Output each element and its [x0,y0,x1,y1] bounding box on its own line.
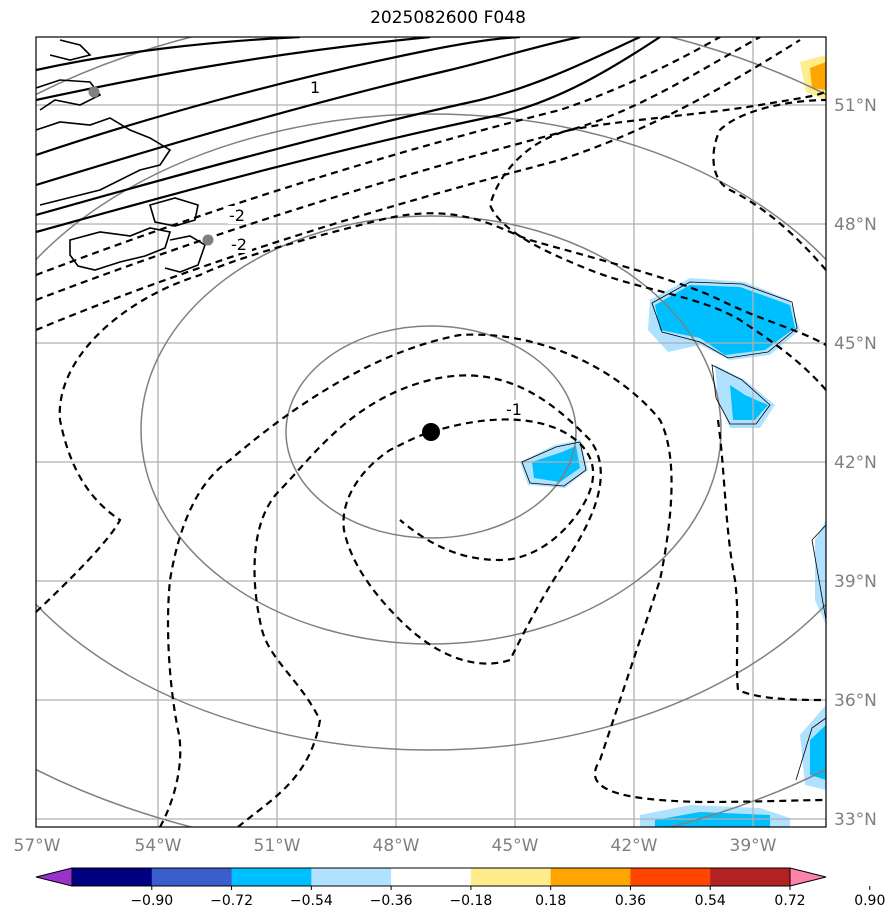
solid-contours [36,37,661,234]
colorbar-tick-label: −0.36 [370,893,413,909]
longitude-labels: 57°W 54°W 51°W 48°W 45°W 42°W 39°W [14,836,777,856]
contour-label: -1 [506,400,522,419]
contour-label: -2 [231,235,247,254]
lon-label: 48°W [373,836,420,856]
colorbar-tick-label: −0.54 [290,893,333,909]
colorbar-cell [72,868,153,886]
colorbar-cell [391,868,472,886]
lat-label: 36°N [834,691,877,711]
contour-label: -2 [229,206,245,225]
lat-label: 45°N [834,334,877,354]
contour-label-group: 1 -2 -2 -1 [228,78,527,419]
lat-label: 42°N [834,453,877,473]
colorbar-cell [311,868,392,886]
storm-center-marker [422,423,440,441]
colorbar-tick-label: 0.90 [854,893,885,909]
colorbar-cell [470,868,552,886]
contour-label: 1 [310,78,320,97]
lat-label: 51°N [834,96,877,116]
lat-label: 39°N [834,572,877,592]
map-title: 2025082600 F048 [370,8,526,28]
lon-label: 51°W [254,836,301,856]
colorbar: −0.90 −0.72 −0.54 −0.36 −0.18 0.18 0.36 0.54 0.7… [35,867,885,909]
colorbar-tick-label: 0.36 [615,893,646,909]
coastline [36,39,206,273]
lon-label: 39°W [730,836,777,856]
station-marker [202,234,214,246]
latitude-labels: 51°N 48°N 45°N 42°N 39°N 36°N 33°N [834,96,877,830]
colorbar-frame [71,867,791,887]
colorbar-tick-label: 0.18 [535,893,566,909]
dashed-contours [36,37,826,827]
station-marker [88,86,100,98]
colorbar-cell [231,868,312,886]
colorbar-extend-low [36,868,72,886]
lat-label: 33°N [834,810,877,830]
lat-label: 48°N [834,215,877,235]
colorbar-tick-label: −0.18 [449,893,492,909]
colorbar-cell [151,868,233,886]
shade-outlines [521,281,826,781]
map-frame [35,36,827,828]
lon-label: 54°W [135,836,182,856]
colorbar-cell [710,868,791,886]
colorbar-tick-label: −0.72 [210,893,253,909]
colorbar-extend-high [790,868,826,886]
lon-label: 45°W [492,836,539,856]
colorbar-cell [630,868,711,886]
lon-label: 42°W [611,836,658,856]
colorbar-tick-label: 0.72 [774,893,805,909]
lon-label: 57°W [14,836,61,856]
graticule [36,37,826,827]
colorbar-tick-label: −0.90 [130,893,173,909]
colorbar-cell [550,868,631,886]
colorbar-tick-label: 0.54 [695,893,726,909]
